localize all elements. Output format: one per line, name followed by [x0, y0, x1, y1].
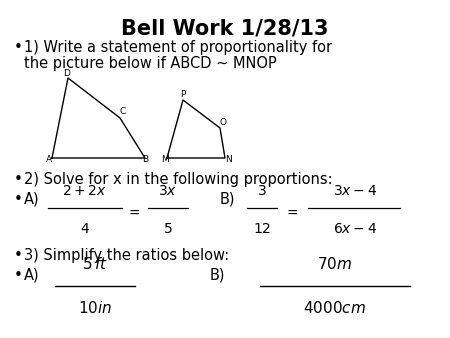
Text: B): B): [210, 268, 225, 283]
Text: •: •: [14, 40, 23, 55]
Text: 1) Write a statement of proportionality for: 1) Write a statement of proportionality …: [24, 40, 332, 55]
Text: $5$: $5$: [163, 222, 173, 236]
Text: A: A: [46, 155, 52, 164]
Text: •: •: [14, 192, 23, 207]
Text: 3) Simplify the ratios below:: 3) Simplify the ratios below:: [24, 248, 229, 263]
Text: A): A): [24, 192, 40, 207]
Text: the picture below if ABCD ~ MNOP: the picture below if ABCD ~ MNOP: [24, 56, 277, 71]
Text: $12$: $12$: [253, 222, 271, 236]
Text: D: D: [63, 69, 70, 78]
Text: O: O: [220, 118, 227, 127]
Text: •: •: [14, 268, 23, 283]
Text: $10in$: $10in$: [78, 300, 112, 316]
Text: $=$: $=$: [284, 205, 298, 219]
Text: $5\,ft$: $5\,ft$: [82, 256, 108, 272]
Text: P: P: [180, 90, 185, 99]
Text: $3x-4$: $3x-4$: [333, 184, 377, 198]
Text: C: C: [120, 107, 126, 116]
Text: $=$: $=$: [126, 205, 140, 219]
Text: Bell Work 1/28/13: Bell Work 1/28/13: [121, 18, 329, 38]
Text: A): A): [24, 268, 40, 283]
Text: M: M: [161, 155, 169, 164]
Text: 2) Solve for x in the following proportions:: 2) Solve for x in the following proporti…: [24, 172, 333, 187]
Text: •: •: [14, 172, 23, 187]
Text: $4000cm$: $4000cm$: [303, 300, 366, 316]
Text: B): B): [220, 192, 235, 207]
Text: $4$: $4$: [80, 222, 90, 236]
Text: $2+2x$: $2+2x$: [63, 184, 108, 198]
Text: $70m$: $70m$: [317, 256, 353, 272]
Text: •: •: [14, 248, 23, 263]
Text: $3$: $3$: [257, 184, 267, 198]
Text: N: N: [225, 155, 232, 164]
Text: $6x-4$: $6x-4$: [333, 222, 377, 236]
Text: $3x$: $3x$: [158, 184, 178, 198]
Text: B: B: [142, 155, 148, 164]
